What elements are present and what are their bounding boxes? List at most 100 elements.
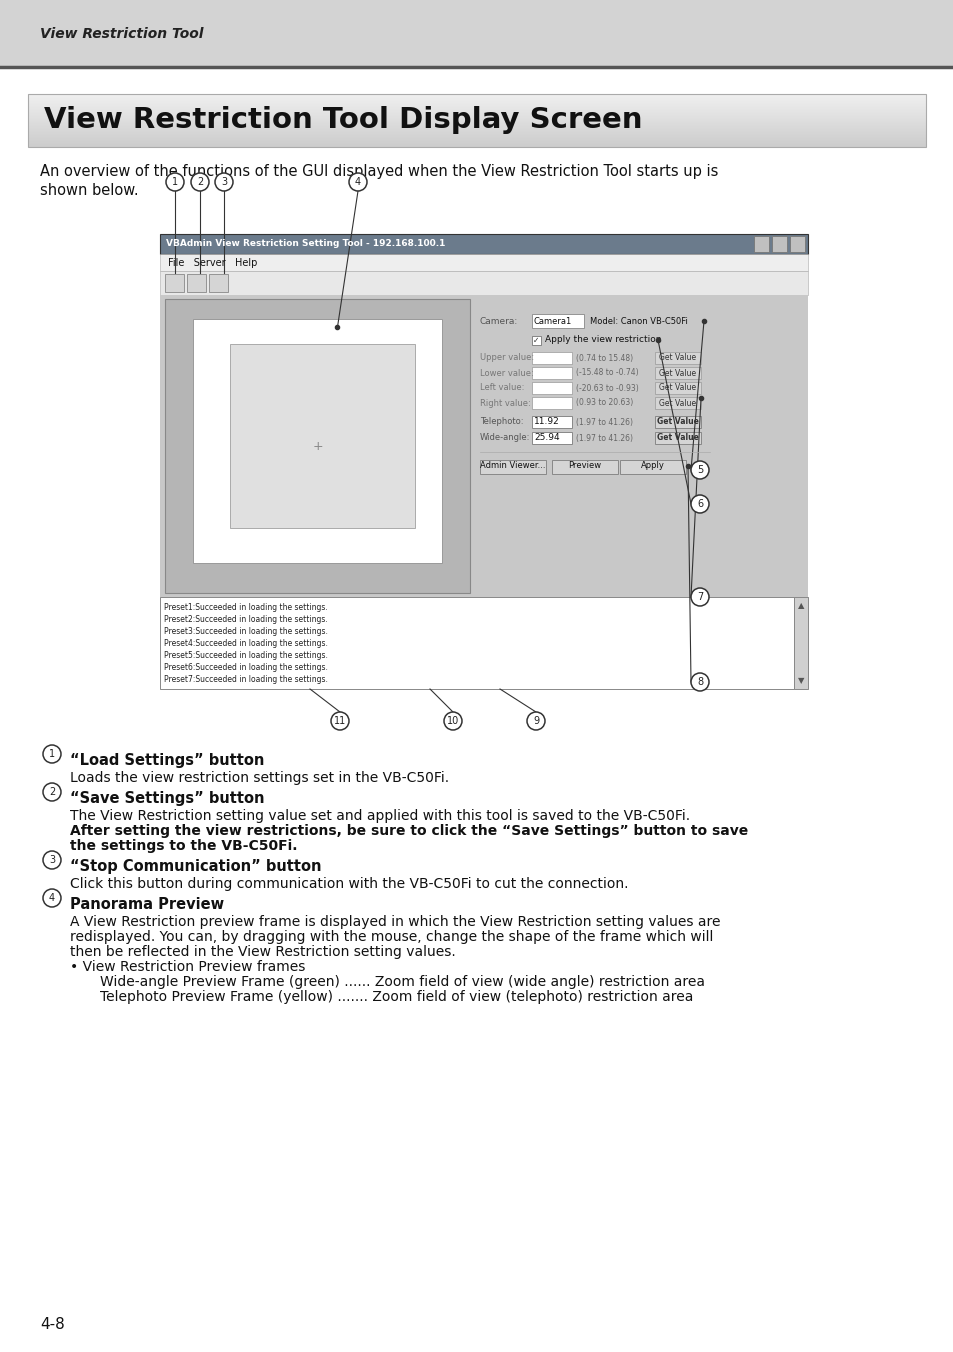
Bar: [160, 234, 807, 254]
Text: File   Server   Help: File Server Help: [168, 257, 257, 268]
Circle shape: [331, 713, 349, 730]
Text: View Restriction Tool: View Restriction Tool: [40, 27, 203, 41]
Circle shape: [690, 461, 708, 479]
Bar: [655, 416, 700, 429]
Bar: [655, 352, 700, 364]
Text: Preset7:Succeeded in loading the settings.: Preset7:Succeeded in loading the setting…: [164, 675, 328, 684]
Text: Model: Canon VB-C50Fi: Model: Canon VB-C50Fi: [589, 316, 687, 326]
Text: Upper value:: Upper value:: [479, 353, 534, 362]
Text: A View Restriction preview frame is displayed in which the View Restriction sett: A View Restriction preview frame is disp…: [70, 915, 720, 929]
Text: Get Value: Get Value: [659, 384, 696, 392]
Bar: [532, 383, 572, 393]
Text: 2: 2: [49, 787, 55, 796]
Bar: [655, 366, 700, 379]
Bar: [187, 274, 206, 292]
Text: Left value:: Left value:: [479, 384, 524, 392]
Text: +: +: [312, 439, 322, 453]
Text: ▲: ▲: [797, 602, 803, 610]
Circle shape: [43, 783, 61, 800]
Text: ✓: ✓: [533, 335, 539, 345]
Text: Preview: Preview: [568, 461, 601, 470]
Text: Wide-angle Preview Frame (green) ...... Zoom field of view (wide angle) restrict: Wide-angle Preview Frame (green) ...... …: [100, 975, 704, 990]
Text: 5: 5: [696, 465, 702, 475]
Bar: [165, 274, 184, 292]
Text: 25.94: 25.94: [534, 434, 559, 442]
Circle shape: [43, 850, 61, 869]
Text: Preset6:Succeeded in loading the settings.: Preset6:Succeeded in loading the setting…: [164, 662, 328, 672]
Text: 1: 1: [172, 177, 178, 187]
Bar: [165, 299, 470, 594]
Bar: [532, 314, 583, 329]
Text: Panorama Preview: Panorama Preview: [70, 896, 224, 913]
Circle shape: [690, 673, 708, 691]
Bar: [193, 319, 441, 562]
Text: (-15.48 to -0.74): (-15.48 to -0.74): [576, 369, 638, 377]
Circle shape: [43, 745, 61, 763]
Text: redisplayed. You can, by dragging with the mouse, change the shape of the frame : redisplayed. You can, by dragging with t…: [70, 930, 713, 944]
Text: Loads the view restriction settings set in the VB-C50Fi.: Loads the view restriction settings set …: [70, 771, 449, 786]
Bar: [655, 433, 700, 443]
Text: The View Restriction setting value set and applied with this tool is saved to th: The View Restriction setting value set a…: [70, 808, 689, 823]
Text: Camera:: Camera:: [479, 316, 517, 326]
Bar: [160, 295, 807, 598]
Text: 1: 1: [49, 749, 55, 758]
Text: Preset1:Succeeded in loading the settings.: Preset1:Succeeded in loading the setting…: [164, 603, 328, 612]
Circle shape: [43, 890, 61, 907]
Text: Right value:: Right value:: [479, 399, 530, 407]
Text: (0.93 to 20.63): (0.93 to 20.63): [576, 399, 633, 407]
Text: (0.74 to 15.48): (0.74 to 15.48): [576, 353, 633, 362]
Text: 9: 9: [533, 717, 538, 726]
Circle shape: [690, 495, 708, 512]
Text: shown below.: shown below.: [40, 183, 138, 197]
Text: 4: 4: [355, 177, 360, 187]
Text: (-20.63 to -0.93): (-20.63 to -0.93): [576, 384, 639, 392]
Bar: [655, 383, 700, 393]
Bar: [479, 460, 545, 475]
Bar: [532, 337, 540, 345]
Bar: [28, 95, 925, 147]
Text: Admin Viewer...: Admin Viewer...: [479, 461, 545, 470]
Bar: [532, 352, 572, 364]
Text: Lower value:: Lower value:: [479, 369, 533, 377]
Circle shape: [214, 173, 233, 191]
Bar: [532, 366, 572, 379]
Text: Get Value: Get Value: [659, 369, 696, 377]
Text: Preset5:Succeeded in loading the settings.: Preset5:Succeeded in loading the setting…: [164, 652, 328, 660]
Text: Telephoto Preview Frame (yellow) ....... Zoom field of view (telephoto) restrict: Telephoto Preview Frame (yellow) .......…: [100, 990, 693, 1005]
Bar: [793, 598, 807, 690]
Bar: [160, 254, 807, 270]
Text: Preset2:Succeeded in loading the settings.: Preset2:Succeeded in loading the setting…: [164, 615, 328, 625]
Bar: [532, 433, 572, 443]
Text: 8: 8: [697, 677, 702, 687]
Text: “Stop Communication” button: “Stop Communication” button: [70, 859, 321, 873]
Bar: [619, 460, 685, 475]
Bar: [552, 460, 618, 475]
Bar: [753, 237, 768, 251]
Bar: [0, 0, 953, 68]
Text: Telephoto:: Telephoto:: [479, 418, 523, 426]
Text: (1.97 to 41.26): (1.97 to 41.26): [576, 418, 633, 426]
Text: 4: 4: [49, 894, 55, 903]
Text: 10: 10: [446, 717, 458, 726]
Text: Get Value: Get Value: [657, 434, 699, 442]
Circle shape: [166, 173, 184, 191]
Bar: [655, 397, 700, 410]
Text: the settings to the VB-C50Fi.: the settings to the VB-C50Fi.: [70, 840, 297, 853]
Text: “Load Settings” button: “Load Settings” button: [70, 753, 264, 768]
Text: 11: 11: [334, 717, 346, 726]
Text: Get Value: Get Value: [659, 353, 696, 362]
Circle shape: [349, 173, 367, 191]
Bar: [160, 270, 807, 295]
Bar: [532, 397, 572, 410]
Circle shape: [526, 713, 544, 730]
Text: then be reflected in the View Restriction setting values.: then be reflected in the View Restrictio…: [70, 945, 456, 959]
Text: Wide-angle:: Wide-angle:: [479, 434, 530, 442]
Text: Camera1: Camera1: [534, 316, 572, 326]
Text: Apply: Apply: [640, 461, 664, 470]
Bar: [789, 237, 804, 251]
Text: 2: 2: [196, 177, 203, 187]
Circle shape: [443, 713, 461, 730]
Text: ▼: ▼: [797, 676, 803, 685]
Text: • View Restriction Preview frames: • View Restriction Preview frames: [70, 960, 305, 973]
Bar: [209, 274, 228, 292]
